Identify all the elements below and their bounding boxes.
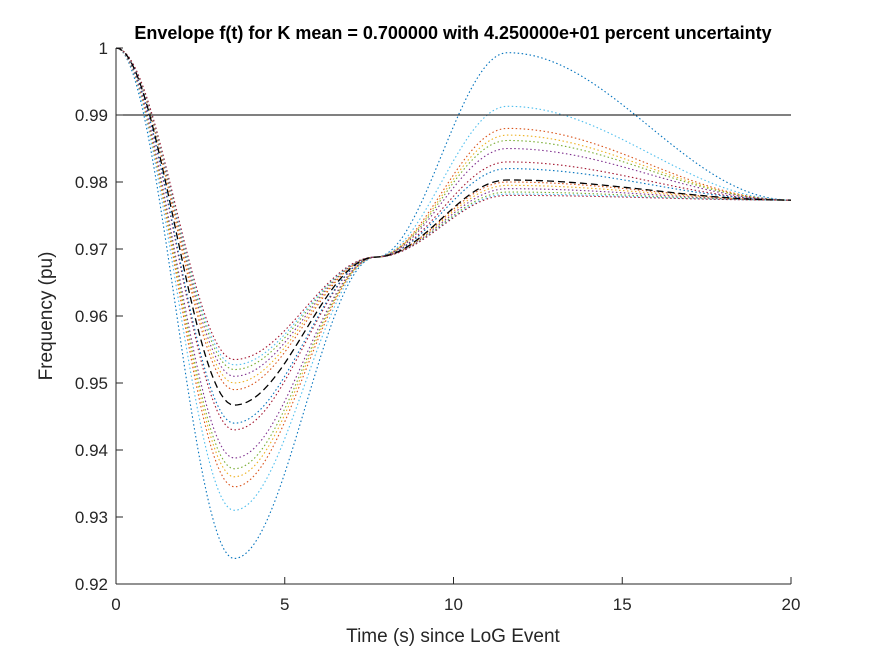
x-tick-label: 20: [782, 595, 801, 614]
plot-background: [116, 48, 791, 584]
y-tick-label: 0.92: [75, 575, 108, 594]
curves-layer: [115, 47, 792, 560]
mean-series-line: [115, 47, 792, 406]
y-axis-label: Frequency (pu): [36, 252, 57, 381]
tick-labels-layer: 0 5 10 15 20 0.92 0.93 0.94 0.95 0.96 0.97 0.98 0.99…: [75, 39, 801, 614]
series-line-10: [115, 47, 792, 384]
series-line-1: [115, 47, 792, 560]
x-tick-label: 10: [444, 595, 463, 614]
y-tick-label: 0.96: [75, 307, 108, 326]
series-line-6: [115, 47, 792, 459]
x-tick-label: 5: [280, 595, 289, 614]
series-line-14: [115, 47, 791, 361]
series-line-7: [115, 47, 792, 431]
chart-title: Envelope f(t) for K mean = 0.700000 with…: [134, 23, 771, 43]
y-tick-label: 0.99: [75, 106, 108, 125]
y-tick-label: 0.94: [75, 441, 108, 460]
y-tick-label: 0.93: [75, 508, 108, 527]
series-line-9: [115, 47, 792, 391]
y-tick-label: 1: [99, 39, 108, 58]
y-tick-label: 0.97: [75, 240, 108, 259]
axes-layer: [115, 47, 792, 585]
series-line-2: [115, 47, 792, 511]
x-tick-label: 0: [111, 595, 120, 614]
x-tick-label: 15: [613, 595, 632, 614]
series-line-4: [115, 47, 792, 478]
y-tick-label: 0.95: [75, 374, 108, 393]
x-axis-label: Time (s) since LoG Event: [346, 626, 560, 647]
series-line-12: [115, 47, 791, 371]
y-tick-label: 0.98: [75, 173, 108, 192]
